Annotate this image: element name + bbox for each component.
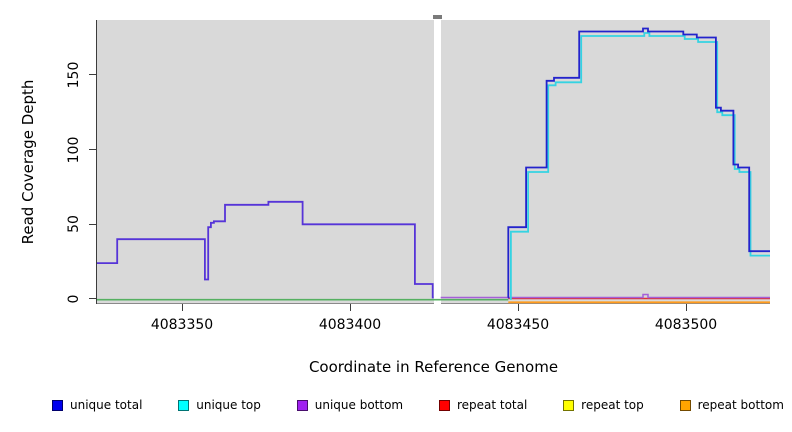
legend-item-repeat-bottom: repeat bottom xyxy=(679,398,784,412)
y-tick-label: 50 xyxy=(66,215,82,234)
legend-item-unique-bottom: unique bottom xyxy=(296,398,404,412)
coverage-gap xyxy=(433,20,441,304)
x-tick-mark xyxy=(518,304,519,311)
y-tick-label: 0 xyxy=(66,294,82,304)
series-unique-bottom-right- xyxy=(440,293,770,299)
y-tick-mark xyxy=(89,74,96,76)
plot-area xyxy=(97,20,770,304)
series-unique-top xyxy=(509,32,770,300)
legend: unique total unique top unique bottom repea… xyxy=(52,398,784,412)
legend-swatch-icon xyxy=(178,399,190,411)
legend-swatch-icon xyxy=(679,399,691,411)
legend-label: unique bottom xyxy=(314,398,404,412)
y-tick-mark xyxy=(89,298,96,300)
gap-top-tick xyxy=(432,15,442,19)
x-tick-label: 4083450 xyxy=(486,317,550,333)
x-tick-mark xyxy=(686,304,687,311)
legend-item-repeat-total: repeat total xyxy=(438,398,528,412)
x-tick-label: 4083350 xyxy=(150,317,214,333)
series-unique-bottom-total-left- xyxy=(97,200,434,299)
x-tick-label: 4083500 xyxy=(654,317,718,333)
legend-item-unique-top: unique top xyxy=(178,398,261,412)
legend-label: repeat top xyxy=(581,398,644,412)
legend-swatch-icon xyxy=(52,399,63,411)
y-tick-mark xyxy=(89,223,96,225)
y-axis-title: Read Coverage Depth xyxy=(19,79,37,245)
legend-label: repeat bottom xyxy=(697,398,784,412)
y-tick-label: 150 xyxy=(66,61,82,89)
legend-label: unique total xyxy=(70,398,143,412)
x-tick-mark xyxy=(182,304,183,311)
y-tick-label: 100 xyxy=(66,136,82,163)
x-tick-label: 4083400 xyxy=(318,317,382,333)
legend-swatch-icon xyxy=(563,399,575,411)
legend-label: repeat total xyxy=(456,398,528,412)
legend-swatch-icon xyxy=(296,399,308,411)
y-tick-mark xyxy=(89,149,96,151)
y-axis-line xyxy=(96,20,97,304)
x-axis-title: Coordinate in Reference Genome xyxy=(308,358,559,376)
x-tick-mark xyxy=(350,304,351,311)
legend-item-repeat-top: repeat top xyxy=(563,398,644,412)
legend-label: unique top xyxy=(196,398,261,412)
series-unique-total xyxy=(507,27,770,299)
legend-swatch-icon xyxy=(438,399,450,411)
legend-item-unique-total: unique total xyxy=(52,398,142,412)
